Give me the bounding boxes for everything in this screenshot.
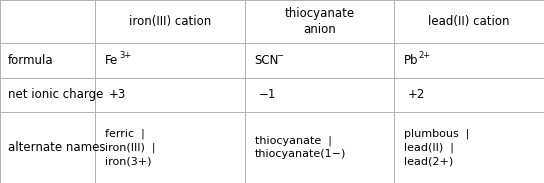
Text: lead(II) cation: lead(II) cation xyxy=(429,15,510,28)
Text: +2: +2 xyxy=(408,88,425,101)
Text: thiocyanate
anion: thiocyanate anion xyxy=(285,7,355,36)
Text: ferric  |
iron(III)  |
iron(3+): ferric | iron(III) | iron(3+) xyxy=(105,128,156,166)
Text: alternate names: alternate names xyxy=(8,141,106,154)
Text: 3+: 3+ xyxy=(119,51,132,60)
Text: +3: +3 xyxy=(109,88,126,101)
Text: thiocyanate  |
thiocyanate(1−): thiocyanate | thiocyanate(1−) xyxy=(255,135,346,159)
Text: SCN: SCN xyxy=(255,54,279,67)
Text: plumbous  |
lead(II)  |
lead(2+): plumbous | lead(II) | lead(2+) xyxy=(404,128,469,166)
Text: iron(III) cation: iron(III) cation xyxy=(129,15,211,28)
Text: Fe: Fe xyxy=(105,54,118,67)
Text: −1: −1 xyxy=(258,88,276,101)
Text: Pb: Pb xyxy=(404,54,419,67)
Text: formula: formula xyxy=(8,54,54,67)
Text: net ionic charge: net ionic charge xyxy=(8,88,103,101)
Text: 2+: 2+ xyxy=(418,51,430,60)
Text: −: − xyxy=(276,51,283,60)
